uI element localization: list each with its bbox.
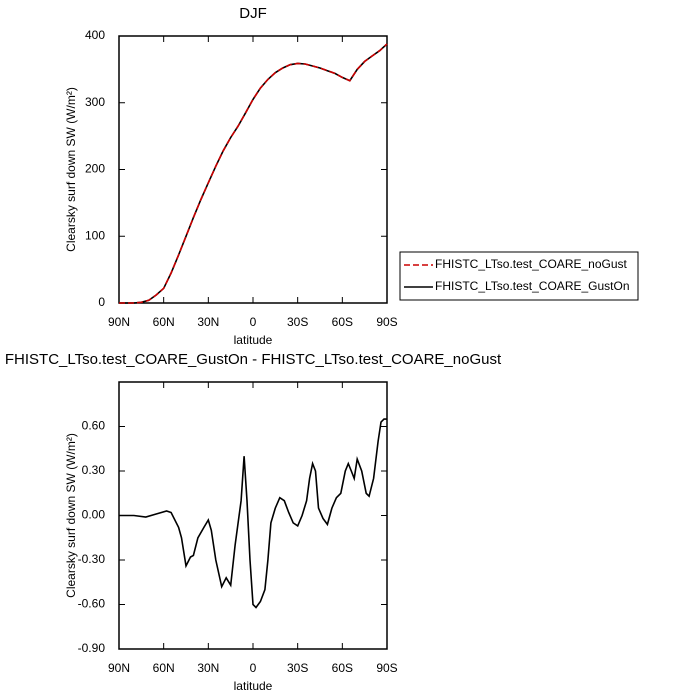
- y-axis-label: Clearsky surf down SW (W/m²): [64, 87, 78, 252]
- y-tick-label: 0: [98, 295, 105, 309]
- legend-box: [399, 251, 639, 301]
- y-tick-label: 0.00: [82, 508, 106, 522]
- x-axis-label: latitude: [234, 333, 273, 347]
- plot-frame: [118, 381, 388, 650]
- x-tick-label: 60S: [332, 315, 353, 329]
- x-tick-label: 0: [250, 661, 257, 675]
- y-tick-label: 100: [85, 228, 105, 242]
- y-tick-label: -0.60: [78, 597, 106, 611]
- line-series: [119, 43, 388, 304]
- chart-title: DJF: [239, 5, 267, 22]
- x-tick-label: 30N: [197, 661, 219, 675]
- y-tick-label: -0.30: [78, 552, 106, 566]
- y-tick-label: 200: [85, 162, 105, 176]
- y-axis-label: Clearsky surf down SW (W/m²): [64, 433, 78, 598]
- line-series: [119, 43, 388, 304]
- x-tick-label: 90N: [108, 315, 130, 329]
- y-tick-label: 0.30: [82, 463, 106, 477]
- x-tick-label: 90S: [376, 661, 397, 675]
- plot-frame: [118, 35, 388, 304]
- y-tick-label: -0.90: [78, 641, 106, 655]
- legend-label: FHISTC_LTso.test_COARE_GustOn: [435, 279, 630, 293]
- x-tick-label: 0: [250, 315, 257, 329]
- x-tick-label: 90N: [108, 661, 130, 675]
- x-tick-label: 60S: [332, 661, 353, 675]
- y-tick-label: 400: [85, 28, 105, 42]
- x-tick-label: 90S: [376, 315, 397, 329]
- x-tick-label: 30S: [287, 661, 308, 675]
- chart-title: FHISTC_LTso.test_COARE_GustOn - FHISTC_L…: [5, 351, 502, 368]
- y-tick-label: 0.60: [82, 419, 106, 433]
- x-axis-label: latitude: [234, 679, 273, 693]
- x-tick-label: 30S: [287, 315, 308, 329]
- x-tick-label: 60N: [153, 315, 175, 329]
- legend-label: FHISTC_LTso.test_COARE_noGust: [435, 257, 628, 271]
- x-tick-label: 60N: [153, 661, 175, 675]
- line-series: [119, 418, 387, 609]
- y-tick-label: 300: [85, 95, 105, 109]
- x-tick-label: 30N: [197, 315, 219, 329]
